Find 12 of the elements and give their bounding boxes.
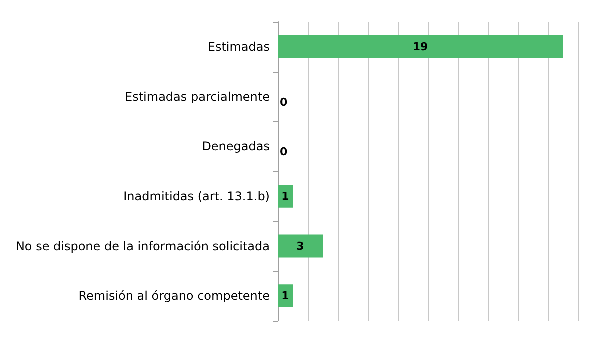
data-label: 0	[280, 146, 288, 159]
data-label: 1	[282, 290, 290, 303]
y-tick-label: Estimadas	[208, 40, 270, 54]
data-label: 3	[296, 240, 304, 253]
y-tick-label: No se dispone de la información solicitada	[16, 239, 270, 254]
y-tick-label: Remisión al órgano competente	[78, 289, 270, 304]
data-label: 19	[412, 40, 428, 54]
data-label: 1	[282, 190, 290, 203]
y-tick-label: Inadmitidas (art. 13.1.b)	[124, 189, 270, 204]
y-tick-label: Denegadas	[202, 140, 270, 154]
y-tick-label: Estimadas parcialmente	[125, 90, 270, 104]
data-label: 0	[280, 96, 288, 109]
